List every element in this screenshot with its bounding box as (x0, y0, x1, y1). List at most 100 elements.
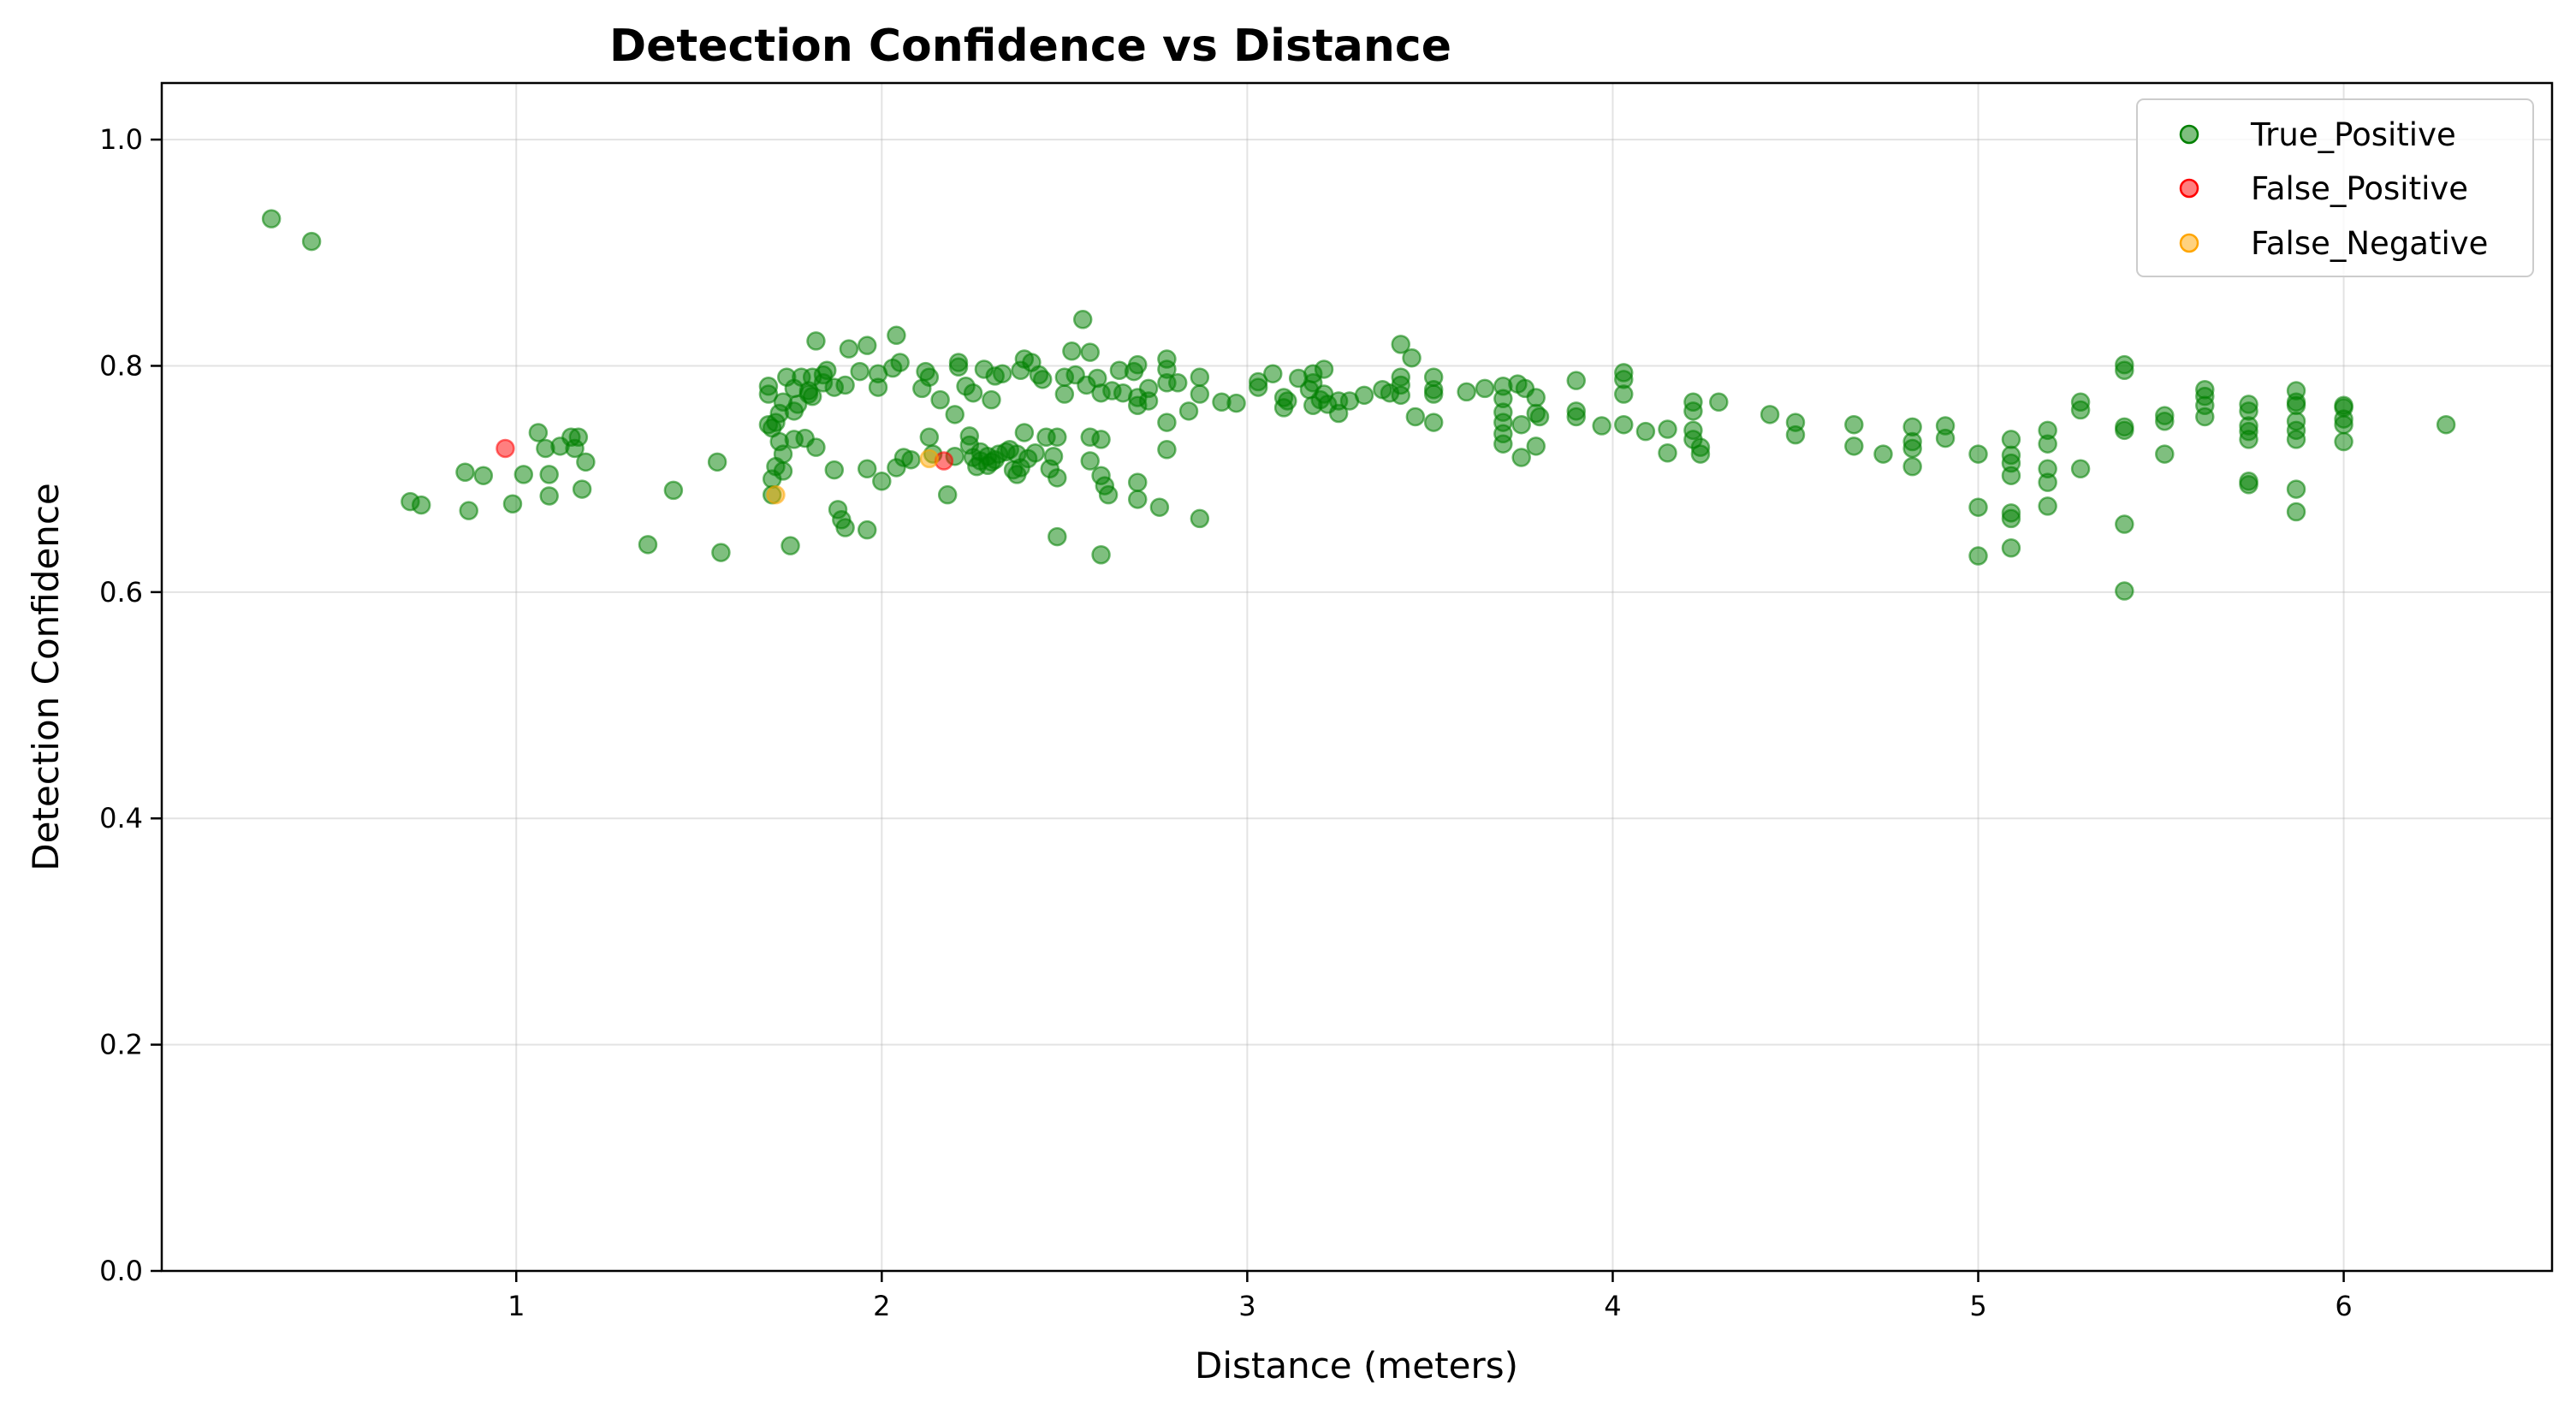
data-point (1592, 416, 1611, 436)
data-point (2286, 430, 2306, 449)
data-point (1303, 373, 1323, 393)
data-point (766, 484, 786, 505)
data-point (857, 459, 877, 479)
data-point (2115, 420, 2134, 441)
legend-marker-true-positive (2179, 124, 2199, 145)
data-point (1048, 427, 1067, 448)
data-point (758, 384, 779, 404)
data-point (1658, 419, 1677, 439)
data-point (2195, 407, 2215, 427)
data-point (1190, 367, 1210, 387)
data-point (1054, 384, 1075, 404)
data-point (1902, 438, 1922, 459)
data-point (817, 360, 837, 381)
data-point (411, 495, 431, 515)
data-point (1098, 484, 1119, 505)
data-point (1844, 436, 1864, 456)
data-point (1278, 391, 1297, 411)
data-point (513, 465, 534, 484)
y-tick-label: 0.0 (99, 1255, 143, 1287)
data-point (835, 375, 855, 395)
data-point (1614, 384, 1634, 404)
data-point (502, 494, 523, 514)
data-point (1190, 508, 1210, 529)
data-point (1014, 423, 1035, 442)
y-tick-label: 0.6 (99, 576, 143, 609)
data-point (2001, 430, 2021, 449)
data-point (963, 383, 983, 403)
data-point (1475, 378, 1495, 399)
data-point (1178, 401, 1199, 421)
data-point (572, 479, 592, 499)
data-point (2239, 430, 2258, 449)
series-false-negative (766, 448, 940, 505)
data-point (1032, 370, 1053, 389)
x-tick-label: 5 (1969, 1290, 1986, 1322)
data-point (473, 466, 494, 485)
data-point (663, 480, 684, 501)
data-point (2115, 514, 2134, 534)
data-point (1043, 446, 1064, 466)
y-tick-label: 0.4 (99, 802, 143, 834)
data-point (1423, 413, 1444, 432)
data-point (1529, 407, 1550, 427)
y-axis-label: Detection Confidence (25, 483, 67, 871)
data-point (781, 536, 800, 555)
x-axis-label: Distance (meters) (1195, 1345, 1518, 1386)
data-point (839, 339, 859, 359)
data-point (2001, 466, 2021, 485)
data-point (1263, 364, 1283, 383)
x-tick-label: 6 (2335, 1290, 2352, 1322)
data-point (1354, 385, 1374, 406)
data-point (1760, 405, 1780, 424)
data-point (1048, 468, 1067, 488)
data-point (1128, 472, 1148, 492)
data-point (937, 484, 958, 505)
x-tick-label: 2 (873, 1290, 890, 1322)
data-point (1635, 421, 1656, 442)
series-true-positive (261, 209, 2456, 601)
data-point (890, 353, 910, 372)
data-point (1402, 347, 1422, 368)
data-point (1072, 310, 1093, 330)
data-point (1683, 401, 1703, 421)
data-point (1493, 434, 1513, 454)
data-point (1405, 407, 1426, 427)
data-point (1080, 342, 1100, 362)
data-point (992, 364, 1012, 383)
data-point (707, 452, 727, 472)
data-point (930, 389, 950, 410)
data-point (919, 448, 940, 469)
x-tick-label: 4 (1604, 1290, 1621, 1322)
data-point (1566, 371, 1586, 390)
data-point (857, 335, 877, 355)
legend-box (2136, 98, 2534, 277)
legend-label-false-negative: False_Negative (2251, 225, 2488, 262)
series-false-positive (496, 438, 954, 471)
data-point (455, 462, 475, 482)
data-point (1844, 414, 1864, 435)
data-point (948, 357, 969, 377)
data-point (2334, 414, 2353, 435)
data-point (1080, 451, 1100, 471)
data-point (1902, 456, 1922, 477)
legend-marker-false-negative (2179, 233, 2199, 253)
legend-entry-false-positive: False_Positive (2179, 170, 2468, 207)
data-point (2038, 496, 2057, 516)
data-points (261, 209, 2456, 601)
y-tick-label: 1.0 (99, 123, 143, 156)
data-point (1873, 444, 1893, 464)
data-point (1511, 448, 1531, 467)
data-point (1968, 497, 1988, 517)
data-point (459, 501, 478, 520)
data-point (850, 361, 870, 382)
data-point (1526, 436, 1546, 456)
data-point (1248, 377, 1268, 397)
data-point (1457, 382, 1476, 402)
legend-entry-false-negative: False_Negative (2179, 225, 2488, 262)
data-point (919, 427, 940, 448)
data-point (1968, 546, 1988, 566)
data-point (1226, 393, 1246, 413)
data-point (919, 367, 940, 387)
data-point (1138, 391, 1159, 411)
